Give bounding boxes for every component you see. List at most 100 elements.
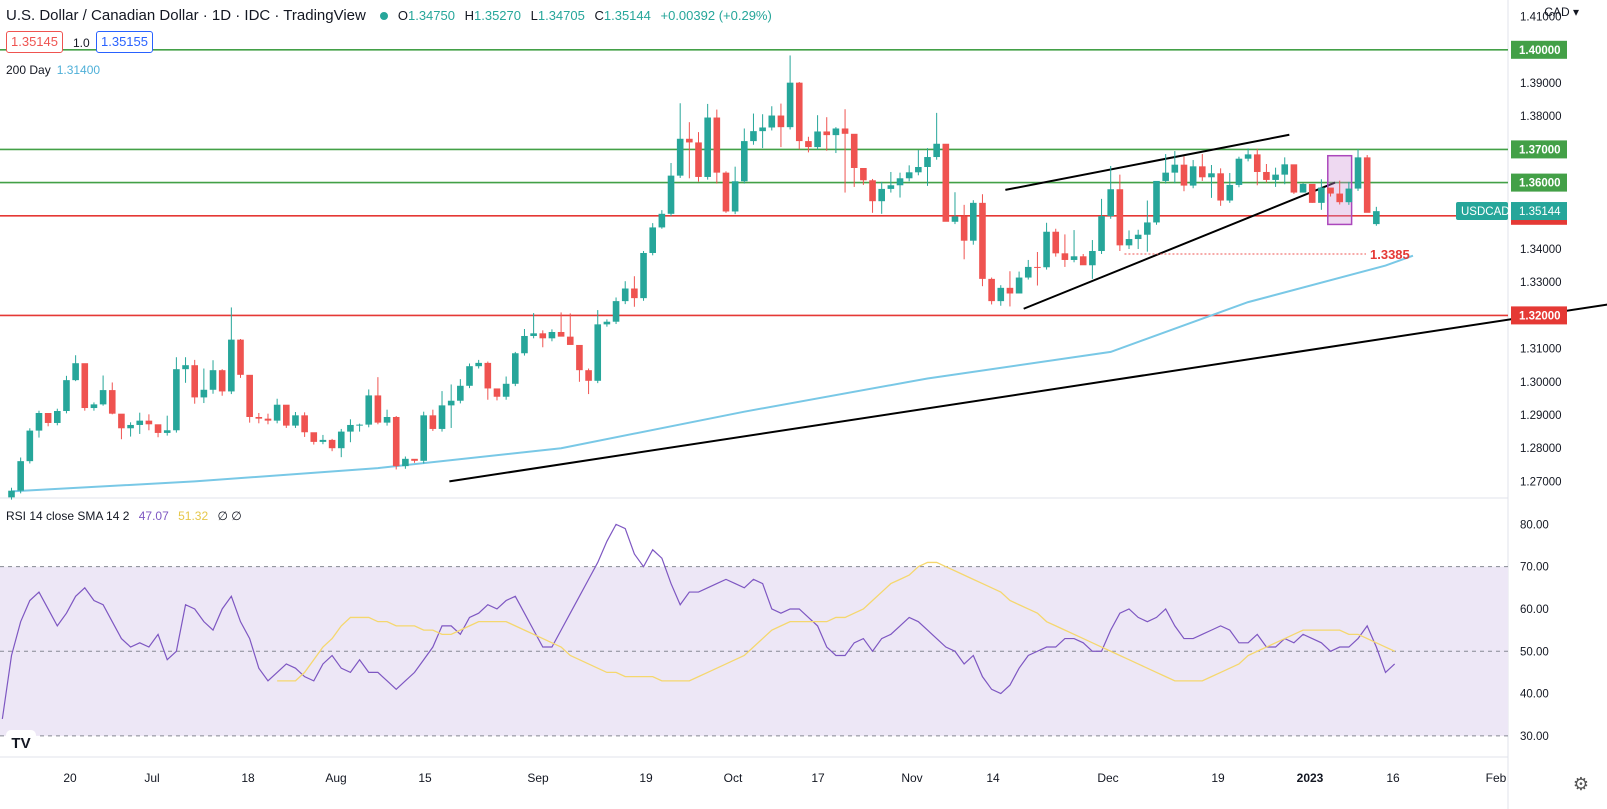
- candle-body: [1015, 277, 1023, 294]
- candle-body: [1089, 250, 1096, 266]
- candle-body: [365, 395, 373, 425]
- candle-body: [704, 117, 711, 177]
- candle-body: [768, 115, 776, 128]
- candle-body: [337, 431, 345, 449]
- candle-body: [502, 383, 510, 397]
- candle-body: [44, 413, 52, 423]
- price-tick: 1.33000: [1520, 277, 1562, 289]
- candle-body: [457, 385, 464, 401]
- candle-body: [557, 332, 565, 337]
- candle-body: [127, 424, 134, 429]
- candle-body: [621, 288, 629, 302]
- candle-body: [310, 432, 318, 442]
- price-tick: 1.38000: [1520, 111, 1562, 123]
- ma200-line: [11, 254, 1414, 493]
- candle-body: [356, 424, 363, 426]
- candle-body: [1144, 222, 1151, 235]
- time-tick: 17: [811, 771, 825, 785]
- candle-body: [182, 365, 189, 370]
- buy-button[interactable]: 1.35155: [96, 31, 153, 53]
- candle-body: [200, 389, 208, 398]
- candle-body: [860, 167, 867, 181]
- open-label: O: [397, 8, 408, 23]
- candle-body: [530, 333, 537, 336]
- candle-body: [1024, 266, 1032, 278]
- candle-body: [35, 413, 43, 431]
- candle-body: [438, 405, 446, 429]
- rsi-legend[interactable]: RSI 14 close SMA 14 2 47.07 51.32 ∅ ∅: [6, 509, 242, 523]
- rsi-line: [1, 523, 1396, 720]
- rsi-tick: 40.00: [1520, 689, 1549, 701]
- quantity-field[interactable]: 1.0: [73, 36, 90, 50]
- candle-body: [951, 216, 959, 222]
- candle-body: [603, 321, 611, 325]
- candle-body: [539, 333, 547, 339]
- candle-body: [1052, 231, 1060, 254]
- candle-body: [750, 131, 757, 142]
- candle-body: [8, 490, 15, 498]
- ma-legend[interactable]: 200 Day 1.31400: [6, 63, 100, 77]
- candle-body: [850, 133, 858, 168]
- candle-body: [1079, 256, 1087, 266]
- rsi-tick: 70.00: [1520, 562, 1549, 574]
- rsi-sma-line: [277, 561, 1395, 682]
- candle-body: [1244, 154, 1252, 159]
- candle-body: [1070, 256, 1078, 260]
- candle-body: [328, 439, 336, 449]
- change-value: +0.00392 (+0.29%): [660, 8, 772, 23]
- time-tick: 16: [1386, 771, 1400, 785]
- currency-selector[interactable]: CAD ▾: [1544, 5, 1579, 19]
- time-tick: 19: [1211, 771, 1225, 785]
- candle-body: [814, 131, 821, 148]
- candle-body: [475, 362, 482, 367]
- close-label: C: [594, 8, 604, 23]
- candle-body: [905, 172, 913, 179]
- sell-button[interactable]: 1.35145: [6, 31, 63, 53]
- candle-body: [1299, 183, 1307, 193]
- candle-body: [319, 439, 327, 442]
- candle-body: [1180, 164, 1188, 186]
- price-tick: 1.30000: [1520, 377, 1562, 389]
- candle-body: [72, 363, 79, 381]
- tradingview-logo-icon[interactable]: TV: [6, 730, 36, 756]
- level-tag: 1.32000: [1519, 310, 1561, 322]
- level-tag-bg: [1511, 40, 1567, 59]
- candle-body: [466, 366, 473, 386]
- candle-body: [640, 252, 647, 299]
- rsi-sma-value: 51.32: [178, 509, 209, 523]
- candle-body: [1308, 183, 1316, 203]
- rsi-tick: 30.00: [1520, 731, 1549, 743]
- open-value: 1.34750: [407, 8, 455, 23]
- candle-body: [347, 424, 354, 432]
- candle-body: [512, 353, 519, 384]
- candle-body: [805, 141, 812, 148]
- candle-body: [741, 141, 748, 182]
- candle-body: [713, 117, 721, 173]
- candle-body: [1373, 211, 1380, 225]
- candle-body: [447, 400, 455, 406]
- candle-body: [1034, 266, 1041, 268]
- settings-gear-icon[interactable]: ⚙: [1572, 774, 1589, 794]
- candle-body: [548, 332, 556, 339]
- time-tick: 20: [63, 771, 77, 785]
- symbol-title[interactable]: U.S. Dollar / Canadian Dollar · 1D · IDC…: [6, 7, 366, 24]
- candle-body: [246, 374, 253, 417]
- candle-body: [1125, 239, 1133, 246]
- chart-header: U.S. Dollar / Canadian Dollar · 1D · IDC…: [6, 7, 772, 24]
- candle-body: [1189, 166, 1197, 186]
- candle-body: [1263, 171, 1270, 180]
- candle-body: [108, 390, 116, 414]
- time-tick: Dec: [1097, 771, 1118, 785]
- low-label: L: [530, 8, 538, 23]
- trendline-3: [1023, 181, 1336, 310]
- candle-body: [209, 370, 217, 390]
- low-value: 1.34705: [537, 8, 585, 23]
- candle-body: [154, 424, 162, 433]
- candle-body: [649, 227, 656, 253]
- candle-body: [997, 287, 1005, 302]
- candle-body: [218, 370, 226, 392]
- candle-body: [759, 127, 766, 132]
- candle-body: [887, 185, 895, 189]
- candle-body: [896, 178, 904, 186]
